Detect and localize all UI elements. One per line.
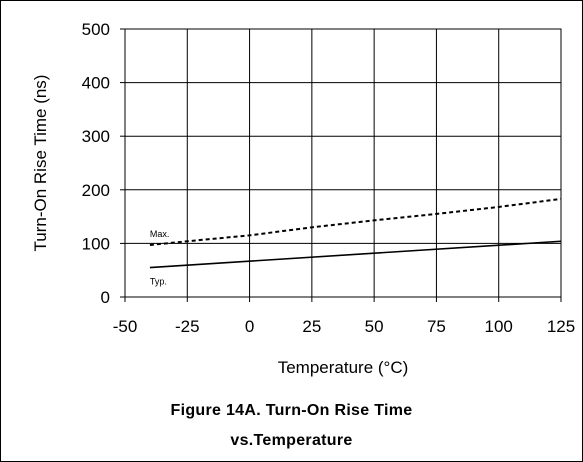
x-tick-label: 0: [245, 317, 254, 336]
series-line-max: [149, 197, 562, 247]
x-tick-label: 50: [365, 317, 384, 336]
x-tick-label: 100: [485, 317, 513, 336]
y-axis-label: Turn-On Rise Time (ns): [31, 75, 50, 252]
x-axis-label: Temperature (°C): [278, 358, 409, 377]
y-tick-label: 400: [82, 74, 110, 93]
x-tick-label: 125: [547, 317, 575, 336]
y-tick-label: 200: [82, 181, 110, 200]
x-tick-label: -50: [113, 317, 138, 336]
grid: [125, 29, 561, 297]
y-tick-label: 0: [101, 288, 110, 307]
x-tick-label: 75: [427, 317, 446, 336]
series-label: Typ.: [150, 277, 167, 287]
figure-caption-line1: Figure 14A. Turn-On Rise Time: [170, 402, 413, 419]
x-tick-label: 25: [302, 317, 321, 336]
y-axis-ticks: 0 100 200 300 400 500: [82, 20, 125, 307]
series-label: Max.: [150, 229, 170, 239]
plot-area: [124, 28, 562, 298]
y-tick-label: 300: [82, 127, 110, 146]
series-line-typ: [149, 240, 562, 269]
x-axis-ticks: -50 -25 0 25 50 75 100 125: [113, 297, 575, 336]
y-tick-label: 100: [82, 234, 110, 253]
y-tick-label: 500: [82, 20, 110, 39]
series: Max. Typ.: [149, 197, 562, 287]
figure-caption-line2: vs.Temperature: [230, 432, 353, 449]
x-tick-label: -25: [175, 317, 200, 336]
